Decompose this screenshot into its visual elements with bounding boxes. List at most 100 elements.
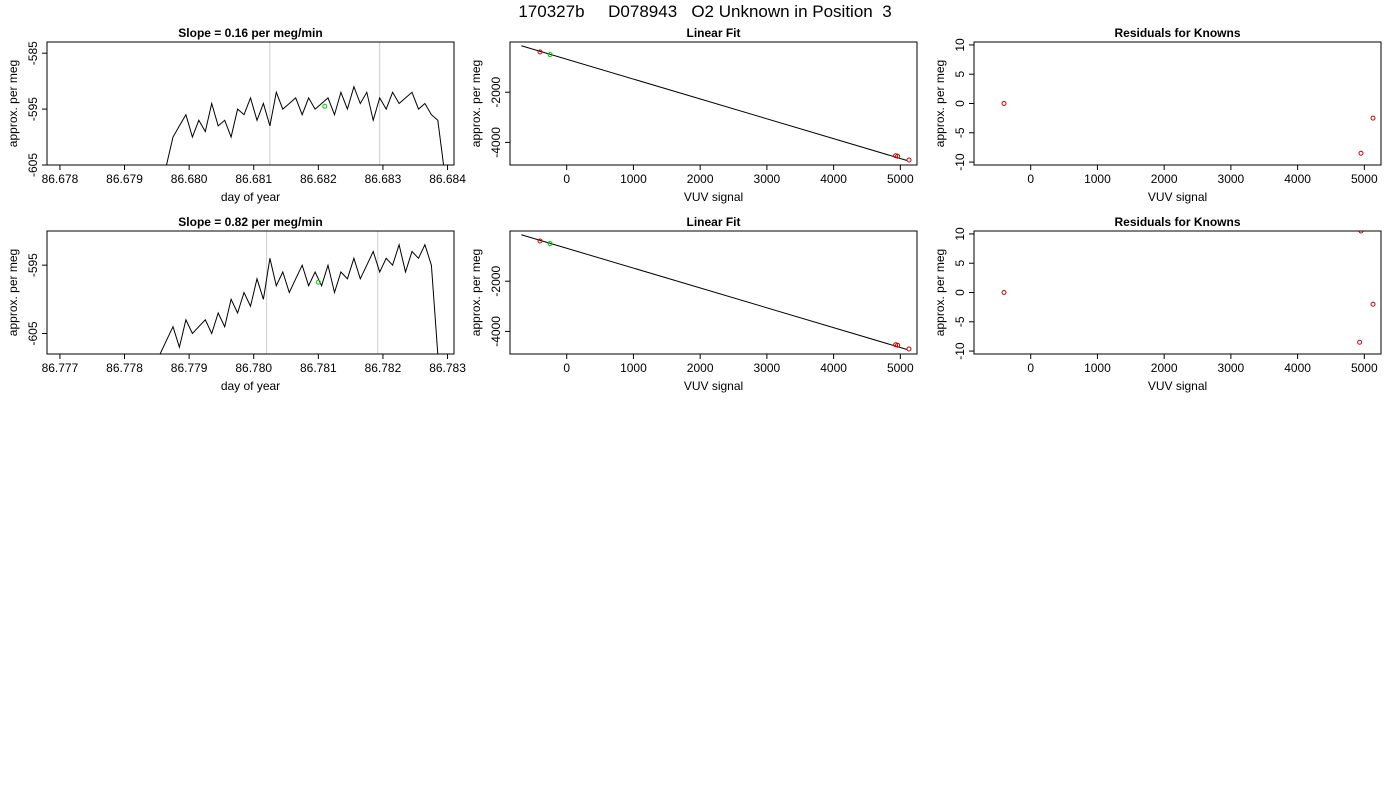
fit-line bbox=[521, 234, 908, 350]
x-axis-label: VUV signal bbox=[1148, 190, 1207, 204]
current-point-marker bbox=[322, 103, 328, 109]
known-point bbox=[895, 342, 901, 348]
plot-frame bbox=[46, 230, 455, 355]
residual-point bbox=[1370, 115, 1376, 121]
panel-ts2: Slope = 0.82 per meg/min 86.777 86.778 86.7… bbox=[6, 215, 466, 393]
plot-title: Residuals for Knowns bbox=[1114, 26, 1240, 40]
y-axis-label: approx. per meg bbox=[6, 249, 20, 336]
y-tick-label: -605 bbox=[26, 321, 40, 345]
x-tick-label: 86.777 bbox=[42, 361, 79, 375]
y-tick-label: -10 bbox=[953, 153, 967, 171]
residual-point bbox=[1001, 290, 1007, 295]
plot-title: Residuals for Knowns bbox=[1114, 215, 1240, 229]
panel-fit2: Linear Fit 0 1000 2000 3000 4000 5000 -4000 -200… bbox=[469, 215, 918, 393]
x-tick-label: 86.783 bbox=[429, 361, 466, 375]
x-tick-label: 1000 bbox=[620, 172, 647, 186]
fit-line bbox=[521, 45, 908, 161]
panel-res1: Residuals for Knowns 0 1000 2000 3000 4000 500… bbox=[933, 26, 1382, 204]
x-tick-label: 4000 bbox=[820, 361, 847, 375]
x-tick-label: 3000 bbox=[754, 361, 781, 375]
y-tick-label: -595 bbox=[26, 97, 40, 121]
known-point bbox=[893, 342, 899, 348]
x-tick-label: 5000 bbox=[1351, 361, 1378, 375]
x-axis-label: VUV signal bbox=[684, 379, 743, 393]
x-axis-label: VUV signal bbox=[684, 190, 743, 204]
x-tick-label: 86.682 bbox=[300, 172, 337, 186]
panel-ts1: Slope = 0.16 per meg/min 86.678 86.679 86.6… bbox=[6, 26, 466, 204]
plot-area bbox=[521, 45, 912, 163]
y-tick-label: 10 bbox=[953, 227, 967, 241]
y-tick-label: 0 bbox=[953, 100, 967, 107]
unknown-point bbox=[547, 52, 553, 58]
known-point bbox=[906, 346, 912, 352]
y-tick-label: -4000 bbox=[489, 316, 503, 347]
x-tick-label: 3000 bbox=[1218, 361, 1245, 375]
x-tick-label: 86.678 bbox=[42, 172, 79, 186]
x-tick-label: 86.679 bbox=[106, 172, 143, 186]
x-tick-label: 86.780 bbox=[235, 361, 272, 375]
y-axis-label: approx. per meg bbox=[933, 60, 947, 147]
residual-point bbox=[1001, 101, 1007, 106]
x-tick-label: 3000 bbox=[754, 172, 781, 186]
y-tick-label: -605 bbox=[26, 153, 40, 177]
x-tick-label: 4000 bbox=[1284, 172, 1311, 186]
known-point bbox=[893, 153, 899, 159]
y-tick-label: -5 bbox=[953, 127, 967, 138]
x-tick-label: 1000 bbox=[1084, 361, 1111, 375]
x-axis-label: day of year bbox=[221, 379, 280, 393]
plot-area bbox=[521, 234, 912, 352]
residual-point bbox=[1358, 231, 1364, 234]
y-axis-label: approx. per meg bbox=[933, 249, 947, 336]
plot-area bbox=[1001, 101, 1376, 156]
known-point bbox=[895, 153, 901, 159]
x-tick-label: 0 bbox=[1027, 172, 1034, 186]
y-tick-label: -10 bbox=[953, 342, 967, 360]
y-axis-label: approx. per meg bbox=[6, 60, 20, 147]
series-line bbox=[166, 85, 445, 165]
plot-area bbox=[166, 42, 445, 165]
y-tick-label: -595 bbox=[26, 253, 40, 277]
x-tick-label: 2000 bbox=[1151, 361, 1178, 375]
y-tick-label: 5 bbox=[953, 71, 967, 78]
x-tick-label: 86.782 bbox=[365, 361, 402, 375]
y-tick-label: -4000 bbox=[489, 127, 503, 158]
x-tick-label: 86.779 bbox=[171, 361, 208, 375]
y-tick-label: -2000 bbox=[489, 77, 503, 108]
x-axis-label: day of year bbox=[221, 190, 280, 204]
y-tick-label: -5 bbox=[953, 316, 967, 327]
y-tick-label: -585 bbox=[26, 41, 40, 65]
y-tick-label: 5 bbox=[953, 260, 967, 267]
y-axis-label: approx. per meg bbox=[469, 60, 483, 147]
plot-title: Linear Fit bbox=[686, 215, 740, 229]
x-tick-label: 1000 bbox=[1084, 172, 1111, 186]
y-tick-label: 10 bbox=[953, 38, 967, 52]
x-tick-label: 2000 bbox=[1151, 172, 1178, 186]
plot-title: Slope = 0.82 per meg/min bbox=[178, 215, 322, 229]
known-point bbox=[906, 157, 912, 163]
unknown-point bbox=[547, 241, 553, 247]
y-tick-label: 0 bbox=[953, 289, 967, 296]
x-tick-label: 5000 bbox=[1351, 172, 1378, 186]
plot-title: Slope = 0.16 per meg/min bbox=[178, 26, 322, 40]
plot-area bbox=[159, 231, 439, 354]
x-tick-label: 1000 bbox=[620, 361, 647, 375]
x-tick-label: 5000 bbox=[887, 172, 914, 186]
series-line bbox=[159, 242, 439, 354]
x-tick-label: 2000 bbox=[687, 172, 714, 186]
x-tick-label: 0 bbox=[563, 172, 570, 186]
x-tick-label: 4000 bbox=[820, 172, 847, 186]
panels: Slope = 0.16 per meg/min 86.678 86.679 86.6… bbox=[6, 26, 1382, 393]
residual-point bbox=[1370, 301, 1376, 307]
plot-frame bbox=[46, 41, 455, 166]
y-tick-label: -2000 bbox=[489, 266, 503, 297]
y-axis-label: approx. per meg bbox=[469, 249, 483, 336]
x-tick-label: 0 bbox=[563, 361, 570, 375]
x-tick-label: 5000 bbox=[887, 361, 914, 375]
plot-frame bbox=[509, 41, 918, 166]
current-point-marker bbox=[315, 279, 321, 285]
plot-frame bbox=[509, 230, 918, 355]
x-tick-label: 86.681 bbox=[235, 172, 272, 186]
panel-res2: Residuals for Knowns 0 1000 2000 3000 4000 500… bbox=[933, 215, 1382, 393]
plot-title: Linear Fit bbox=[686, 26, 740, 40]
